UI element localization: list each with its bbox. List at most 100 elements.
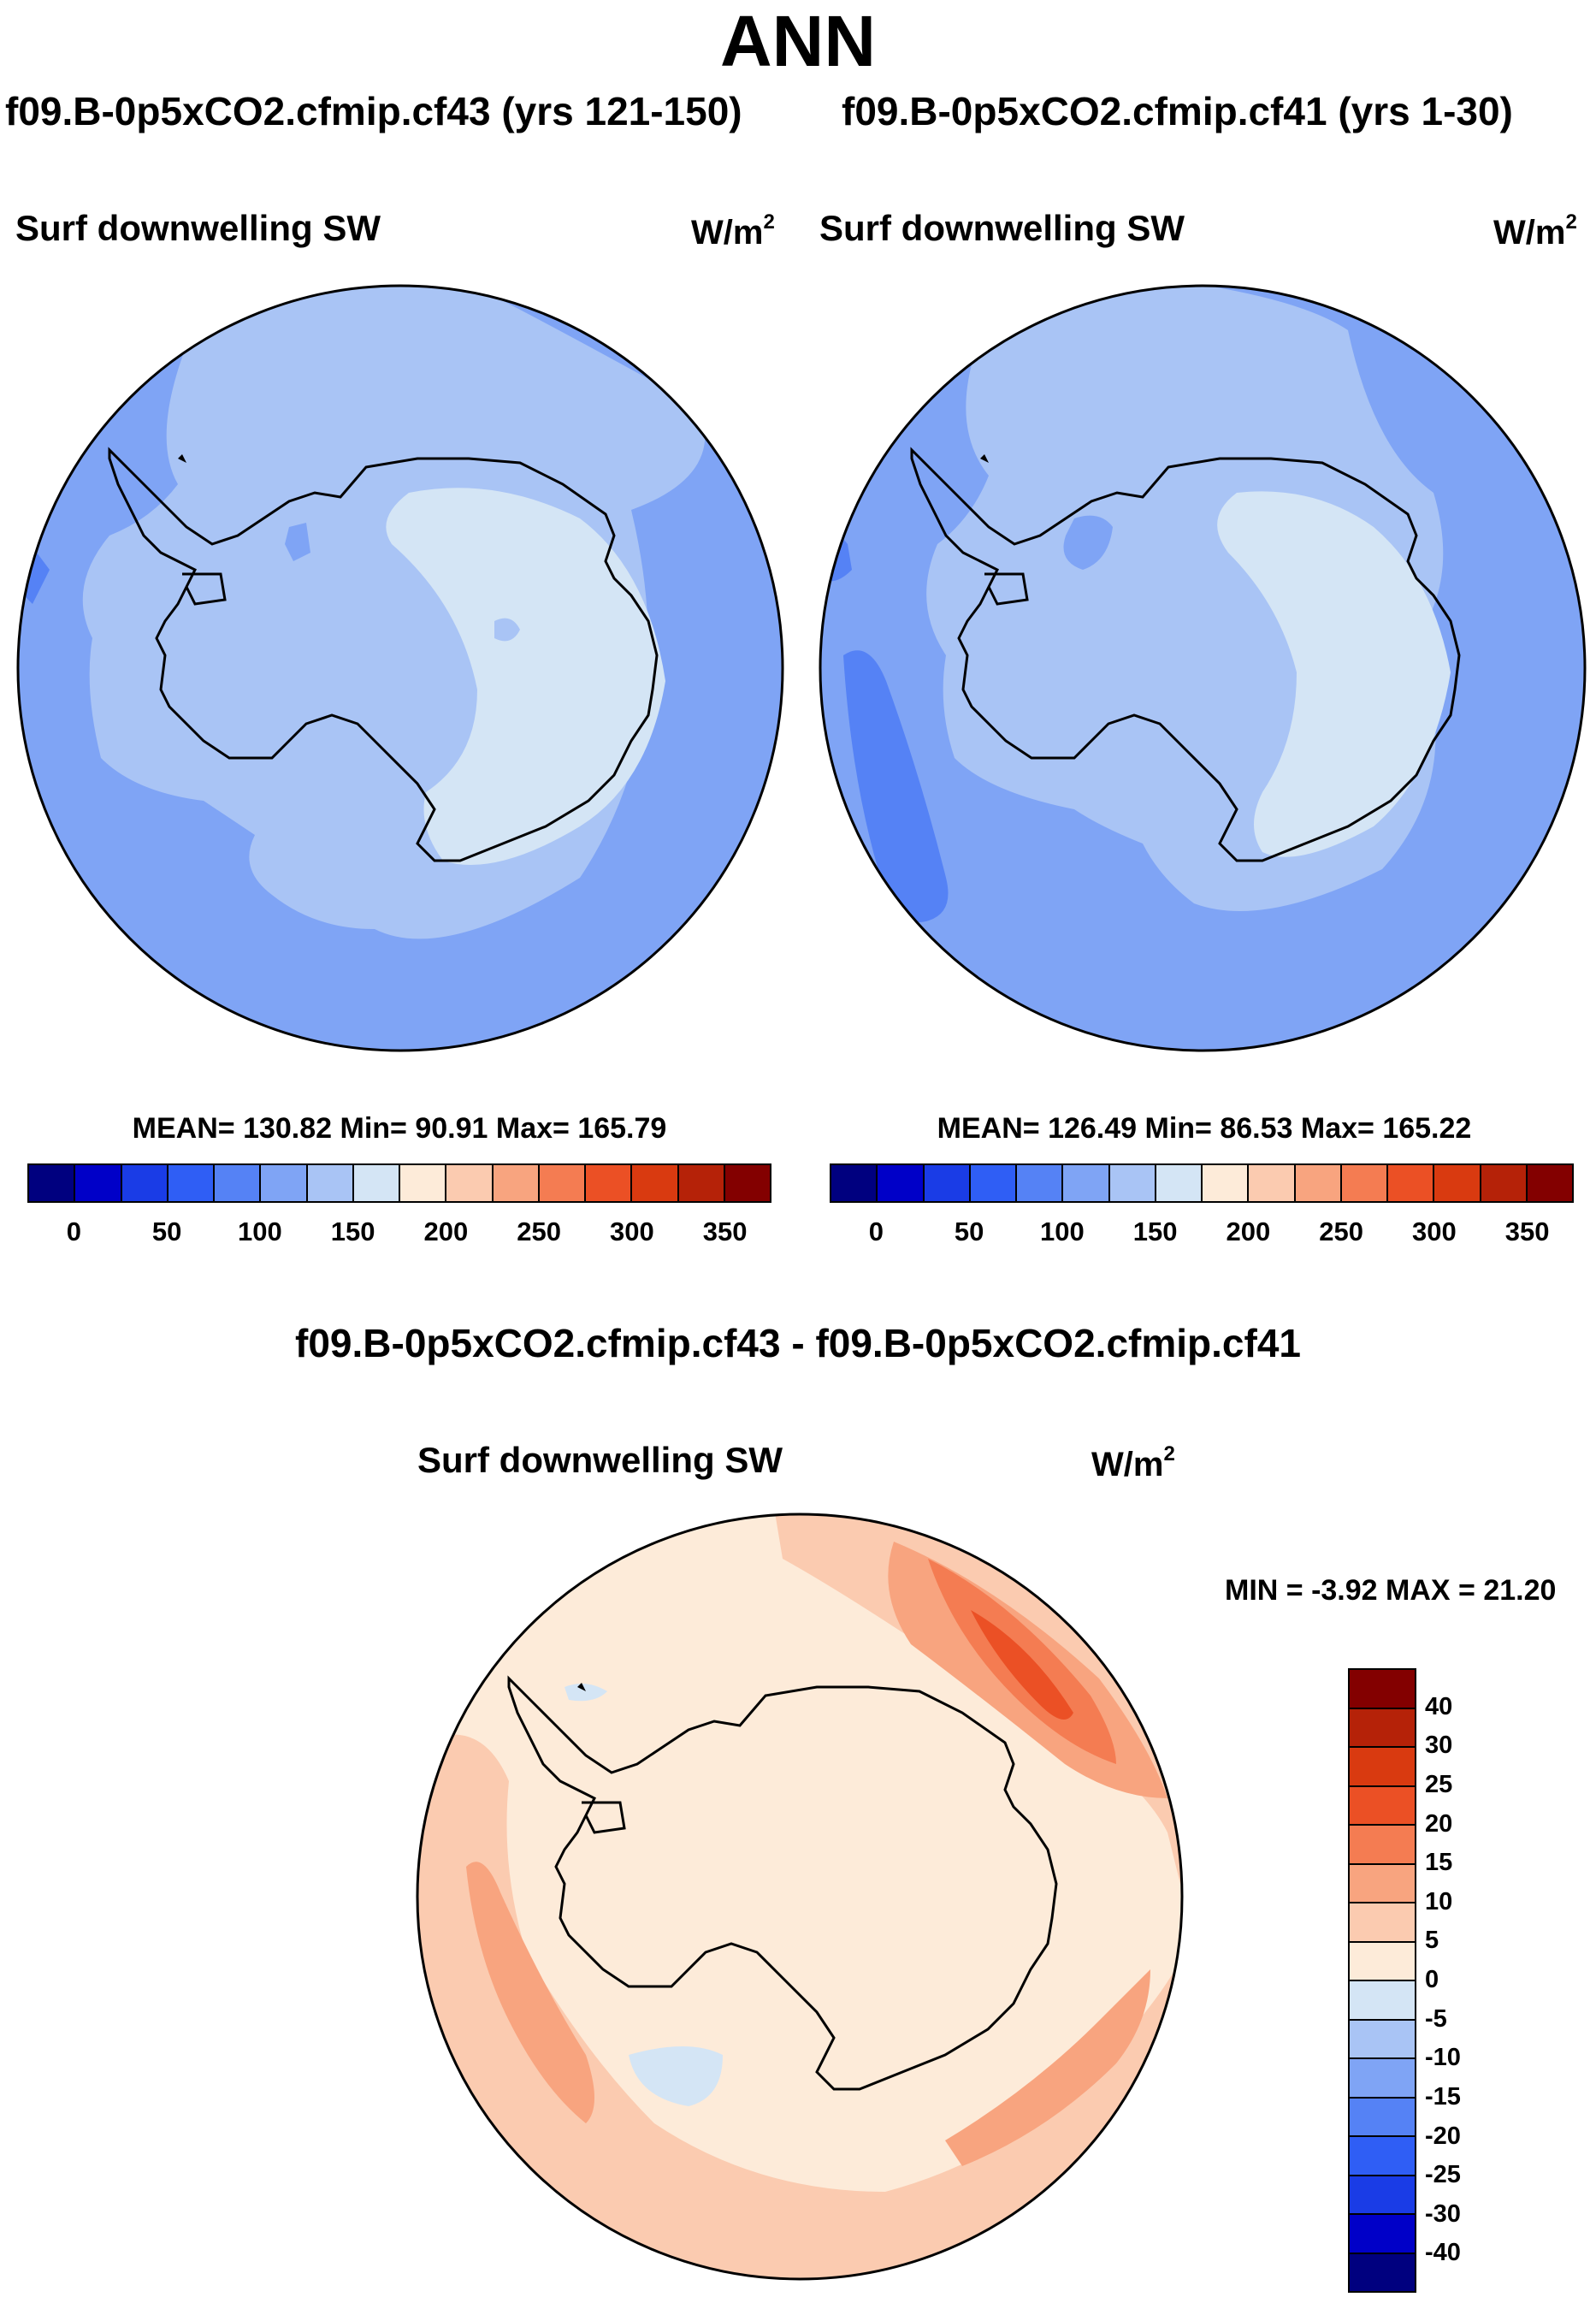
colorbar-tick-label: 30	[1425, 1732, 1453, 1760]
colorbar-swatch	[261, 1165, 308, 1201]
colorbar-swatch	[400, 1165, 447, 1201]
map-field-neg5-0	[565, 1684, 607, 1702]
left-units-label: W/m2	[691, 210, 775, 252]
colorbar-tick-label: 50	[151, 1217, 182, 1246]
difference-title: f09.B-0p5xCO2.cfmip.cf43 - f09.B-0p5xCO2…	[295, 1321, 1301, 1365]
colorbar-swatch	[1109, 1165, 1156, 1201]
colorbar-swatch	[1350, 2215, 1415, 2254]
map-field-100-125	[1063, 515, 1113, 570]
map-field-20-25	[971, 1610, 1073, 1720]
colorbar-swatch	[586, 1165, 633, 1201]
colorbar-swatch	[1350, 1670, 1415, 1709]
island-outline	[577, 1683, 586, 1691]
colorbar-swatch	[1350, 1903, 1415, 1943]
colorbar-tick-label: -10	[1425, 2044, 1461, 2072]
colorbar-swatch	[724, 1165, 770, 1201]
right-units-label: W/m2	[1493, 210, 1577, 252]
colorbar-swatch	[121, 1165, 168, 1201]
colorbar-swatch	[1350, 1864, 1415, 1903]
colorbar-tick-label: 300	[1412, 1217, 1457, 1246]
colorbar-tick-label: 150	[330, 1217, 375, 1246]
colorbar-swatch	[307, 1165, 354, 1201]
colorbar-swatch	[1350, 2176, 1415, 2215]
colorbar-swatch	[1350, 2253, 1415, 2291]
antarctica-coastline	[910, 447, 1461, 862]
colorbar-swatch	[168, 1165, 215, 1201]
colorbar-tick-label: 15	[1425, 1849, 1453, 1877]
colorbar-swatch	[1295, 1165, 1342, 1201]
difference-colorbar	[1348, 1668, 1416, 2293]
left-case-title: f09.B-0p5xCO2.cfmip.cf43 (yrs 121-150)	[5, 89, 742, 133]
colorbar-tick-label: 25	[1425, 1770, 1453, 1798]
right-colorbar	[830, 1163, 1574, 1203]
left-stats-label: MEAN= 130.82 Min= 90.91 Max= 165.79	[132, 1112, 667, 1145]
map-field-75-100	[843, 650, 949, 922]
ice-shelf-outline	[582, 1801, 626, 1834]
colorbar-swatch	[1527, 1165, 1572, 1201]
colorbar-tick-label: -20	[1425, 2122, 1461, 2150]
map-field-neg5-0	[629, 2046, 723, 2106]
left-colorbar	[27, 1163, 771, 1203]
colorbar-tick-label: 150	[1132, 1217, 1178, 1246]
colorbar-tick-label: -15	[1425, 2082, 1461, 2111]
map-boundary	[16, 284, 784, 1052]
colorbar-swatch	[1481, 1165, 1528, 1201]
colorbar-tick-label: 100	[1040, 1217, 1085, 1246]
right-case-title: f09.B-0p5xCO2.cfmip.cf41 (yrs 1-30)	[842, 89, 1513, 133]
colorbar-swatch	[1156, 1165, 1203, 1201]
colorbar-tick-label: 0	[66, 1217, 81, 1246]
antarctica-coastline	[108, 447, 659, 862]
island-outline	[980, 454, 989, 463]
colorbar-swatch	[1350, 1786, 1415, 1826]
colorbar-swatch	[1388, 1165, 1435, 1201]
colorbar-tick-label: -25	[1425, 2161, 1461, 2189]
colorbar-swatch	[924, 1165, 971, 1201]
colorbar-swatch	[970, 1165, 1017, 1201]
colorbar-swatch	[632, 1165, 679, 1201]
ice-shelf-outline	[984, 572, 1029, 606]
colorbar-swatch	[878, 1165, 925, 1201]
colorbar-swatch	[1350, 1981, 1415, 2021]
colorbar-tick-label: 350	[702, 1217, 748, 1246]
map-field-10-15	[945, 1969, 1150, 2166]
colorbar-swatch	[1434, 1165, 1481, 1201]
colorbar-tick-label: 5	[1425, 1927, 1439, 1955]
colorbar-swatch	[1350, 2098, 1415, 2137]
colorbar-tick-label: 250	[1319, 1217, 1363, 1246]
diff-units-label: W/m2	[1091, 1442, 1175, 1483]
map-field-150-175	[386, 488, 665, 865]
colorbar-swatch	[215, 1165, 262, 1201]
colorbar-swatch	[831, 1165, 878, 1201]
left-variable-label: Surf downwelling SW	[15, 208, 381, 248]
map-field-5-10	[417, 1734, 1182, 2279]
colorbar-tick-label: 50	[954, 1217, 984, 1246]
colorbar-tick-label: 10	[1425, 1887, 1453, 1915]
colorbar-swatch	[678, 1165, 725, 1201]
diff-stats-label: MIN = -3.92 MAX = 21.20	[1225, 1574, 1557, 1607]
right-variable-label: Surf downwelling SW	[819, 208, 1185, 248]
left-polar-map	[16, 284, 784, 1052]
map-field-150-175	[1217, 491, 1451, 857]
colorbar-tick-label: -30	[1425, 2199, 1461, 2228]
colorbar-tick-label: 100	[238, 1217, 282, 1246]
map-boundary	[819, 284, 1587, 1052]
colorbar-tick-label: 0	[868, 1217, 884, 1246]
colorbar-tick-label: 20	[1425, 1809, 1453, 1838]
colorbar-swatch	[1017, 1165, 1064, 1201]
map-boundary	[416, 1513, 1184, 2281]
colorbar-swatch	[1350, 1748, 1415, 1787]
colorbar-swatch	[1350, 1826, 1415, 1865]
colorbar-swatch	[353, 1165, 400, 1201]
colorbar-tick-label: -40	[1425, 2239, 1461, 2267]
colorbar-swatch	[539, 1165, 586, 1201]
colorbar-swatch	[446, 1165, 494, 1201]
colorbar-swatch	[1249, 1165, 1296, 1201]
ice-shelf-outline	[182, 572, 227, 606]
antarctica-coastline	[507, 1675, 1058, 2091]
colorbar-swatch	[493, 1165, 540, 1201]
colorbar-tick-label: 40	[1425, 1692, 1453, 1720]
map-field-125-150	[494, 618, 520, 642]
colorbar-tick-label: 250	[517, 1217, 561, 1246]
colorbar-swatch	[1063, 1165, 1110, 1201]
right-polar-map	[819, 284, 1587, 1052]
